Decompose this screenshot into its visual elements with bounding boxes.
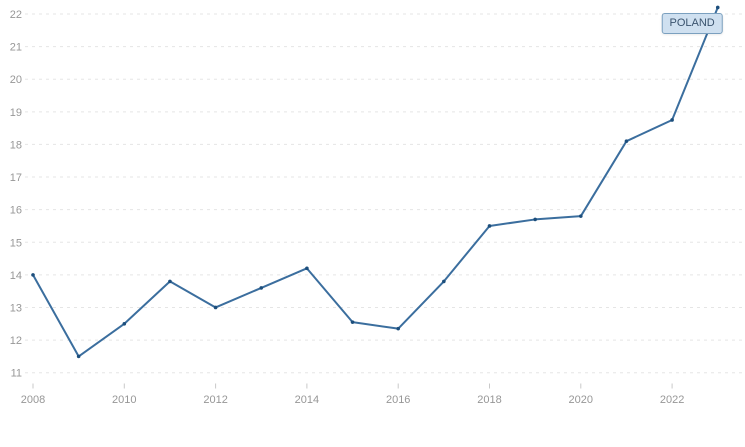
data-point-marker[interactable] — [487, 224, 492, 228]
y-axis-label: 20 — [10, 74, 22, 86]
y-axis-label: 11 — [11, 368, 22, 380]
data-point-marker[interactable] — [213, 305, 218, 310]
x-axis-label: 2012 — [203, 394, 227, 406]
x-axis-label: 2020 — [569, 394, 593, 406]
x-axis-label: 2022 — [660, 394, 684, 406]
data-line[interactable] — [32, 6, 719, 358]
y-axis-label: 14 — [10, 270, 22, 282]
series-label-tooltip: POLAND — [661, 13, 723, 35]
data-point-marker[interactable] — [396, 326, 401, 331]
y-axis-label: 17 — [10, 172, 22, 184]
y-axis-label: 12 — [10, 335, 22, 347]
x-axis-label: 2014 — [295, 394, 319, 406]
y-axis-label: 22 — [10, 9, 22, 21]
data-point-marker[interactable] — [533, 217, 537, 222]
y-axis-label: 15 — [10, 237, 22, 249]
data-point-marker[interactable] — [259, 286, 264, 290]
y-axis-label: 21 — [10, 42, 22, 54]
x-axis-label: 2008 — [21, 394, 45, 406]
data-point-marker[interactable] — [442, 279, 446, 284]
y-axis-label: 13 — [10, 302, 22, 314]
data-point-marker[interactable] — [670, 118, 674, 122]
y-axis-label: 16 — [10, 205, 22, 217]
data-point-marker[interactable] — [350, 320, 355, 324]
data-point-marker[interactable] — [624, 139, 629, 143]
data-point-marker[interactable] — [76, 354, 81, 359]
y-axis-label: 19 — [10, 107, 22, 119]
x-axis-label: 2010 — [112, 394, 136, 406]
data-point-marker[interactable] — [168, 279, 172, 284]
x-axis-label: 2016 — [386, 394, 410, 406]
data-point-marker[interactable] — [31, 273, 35, 277]
data-point-marker[interactable] — [579, 214, 583, 218]
data-point-marker[interactable] — [305, 266, 309, 271]
data-point-marker[interactable] — [122, 321, 127, 326]
data-point-marker[interactable] — [715, 5, 720, 10]
y-axis-label: 18 — [10, 139, 22, 151]
x-axis-label: 2018 — [477, 394, 501, 406]
